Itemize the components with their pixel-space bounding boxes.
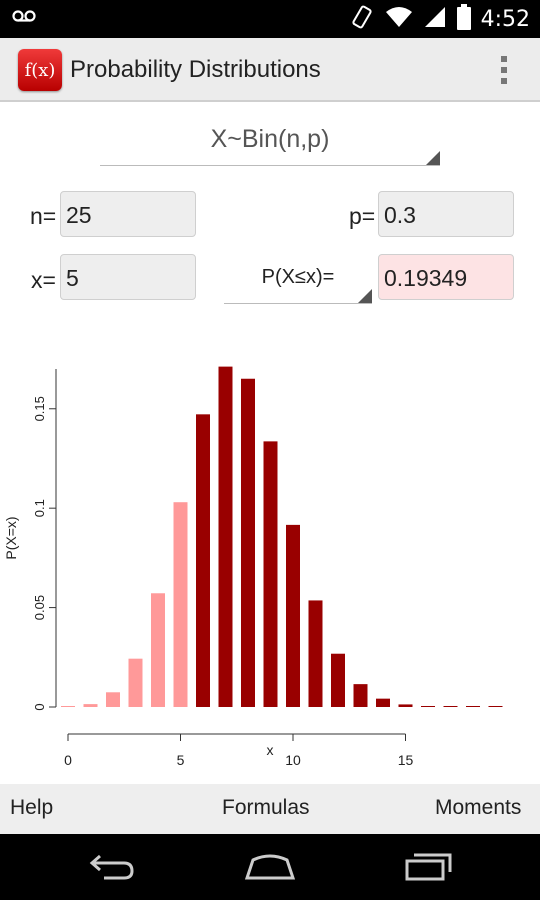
app-icon[interactable]: f(x) xyxy=(18,49,62,91)
y-axis-label: P(X=x) xyxy=(3,516,19,559)
bar-x-7 xyxy=(218,366,233,707)
bar-x-11 xyxy=(308,600,323,707)
dropdown-corner-icon xyxy=(426,151,440,165)
distribution-spinner[interactable]: X~Bin(n,p) xyxy=(100,118,440,166)
home-icon[interactable] xyxy=(243,852,297,887)
bar-x-18 xyxy=(466,706,480,707)
y-tick-label: 0.05 xyxy=(32,595,47,620)
status-bar: 4:52 xyxy=(0,0,540,38)
bar-x-0 xyxy=(61,706,75,707)
bar-x-15 xyxy=(398,704,413,707)
vibrate-icon xyxy=(349,4,375,35)
bar-x-17 xyxy=(443,706,458,707)
bar-x-12 xyxy=(331,653,345,707)
voicemail-icon xyxy=(12,9,36,28)
bar-x-10 xyxy=(286,524,300,707)
bar-x-1 xyxy=(83,704,98,707)
bar-x-13 xyxy=(353,684,368,707)
distribution-selected: X~Bin(n,p) xyxy=(210,125,330,153)
bar-x-19 xyxy=(488,706,503,707)
clock: 4:52 xyxy=(480,6,530,32)
bar-x-9 xyxy=(263,441,278,707)
x-axis-label: x xyxy=(267,742,274,758)
tab-moments[interactable]: Moments xyxy=(435,796,522,819)
x-tick-label: 15 xyxy=(398,752,414,768)
bar-x-14 xyxy=(376,698,390,707)
app-icon-label: f(x) xyxy=(24,59,56,81)
n-field[interactable]: 25 xyxy=(60,191,196,237)
back-icon[interactable] xyxy=(88,852,136,887)
recents-icon[interactable] xyxy=(404,852,454,887)
p-field[interactable]: 0.3 xyxy=(378,191,514,237)
bar-x-3 xyxy=(128,658,143,707)
bar-x-2 xyxy=(106,692,120,707)
dropdown-corner-icon xyxy=(358,289,372,303)
result-field: 0.19349 xyxy=(378,254,514,300)
n-label: n= xyxy=(30,203,57,229)
y-tick-label: 0.15 xyxy=(32,396,47,421)
probability-type-spinner[interactable]: P(X≤x)= xyxy=(224,256,372,304)
pmf-bar-chart: 0 0.05 0.1 0.15 0 5 10 15 x P(X=x) xyxy=(3,366,503,768)
tab-formulas[interactable]: Formulas xyxy=(222,796,310,819)
tab-help[interactable]: Help xyxy=(10,796,54,819)
y-tick-label: 0.1 xyxy=(32,499,47,517)
bar-x-16 xyxy=(421,706,435,707)
x-tick-label: 10 xyxy=(285,752,301,768)
probability-type-label: P(X≤x)= xyxy=(261,266,335,288)
x-field[interactable]: 5 xyxy=(60,254,196,300)
bar-x-5 xyxy=(173,502,188,707)
signal-icon xyxy=(423,5,447,34)
app-title: Probability Distributions xyxy=(70,56,321,83)
x-label: x= xyxy=(31,267,56,293)
x-tick-label: 5 xyxy=(177,752,185,768)
bar-x-4 xyxy=(151,593,165,707)
battery-icon xyxy=(456,3,471,35)
y-tick-label: 0 xyxy=(32,703,47,710)
bar-x-8 xyxy=(241,378,255,707)
action-bar: f(x) Probability Distributions xyxy=(0,38,540,102)
x-tick-label: 0 xyxy=(64,752,72,768)
bottom-tab-bar: Help Formulas Moments xyxy=(0,784,540,834)
navigation-bar xyxy=(0,834,540,900)
bar-x-6 xyxy=(196,414,210,707)
p-label: p= xyxy=(349,203,376,229)
wifi-icon xyxy=(385,5,413,34)
overflow-menu-icon[interactable] xyxy=(498,52,510,88)
